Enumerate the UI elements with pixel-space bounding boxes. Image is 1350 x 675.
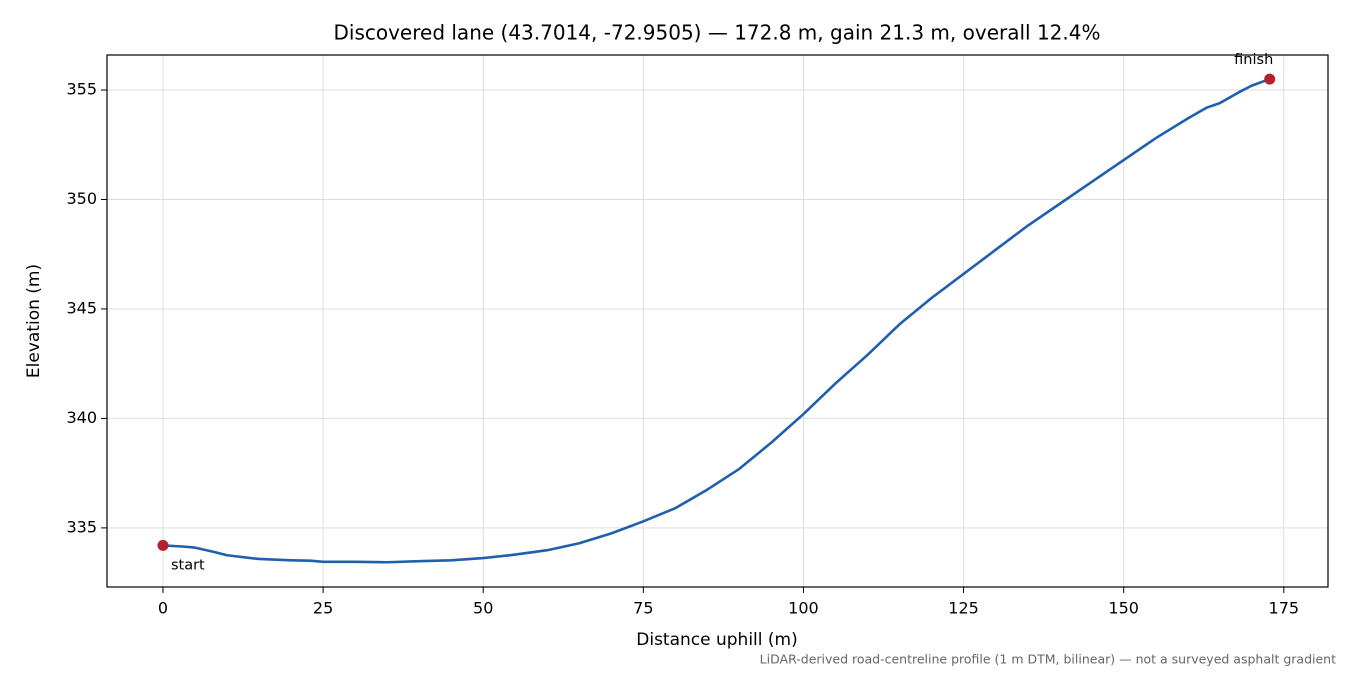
x-tick-label: 100 — [788, 599, 819, 618]
x-tick-label: 50 — [473, 599, 493, 618]
y-tick-label: 340 — [66, 408, 97, 427]
x-tick-label: 150 — [1108, 599, 1139, 618]
x-tick-label: 125 — [948, 599, 979, 618]
x-tick-label: 0 — [158, 599, 168, 618]
chart-title: Discovered lane (43.7014, -72.9505) — 17… — [333, 21, 1100, 45]
elevation-line — [162, 77, 1271, 564]
endpoint-marker — [157, 539, 169, 551]
footnote: LiDAR-derived road-centreline profile (1… — [760, 652, 1336, 667]
plot-frame — [106, 54, 1329, 588]
endpoint-marker — [1264, 73, 1276, 85]
x-axis-label: Distance uphill (m) — [636, 630, 797, 650]
y-tick-label: 350 — [66, 189, 97, 208]
y-tick-label: 335 — [66, 517, 97, 536]
y-tick-label: 355 — [66, 80, 97, 99]
x-tick-label: 25 — [313, 599, 333, 618]
endpoint-label: finish — [1234, 52, 1273, 68]
x-tick-label: 175 — [1269, 599, 1300, 618]
endpoint-label: start — [171, 557, 205, 573]
x-tick-label: 75 — [633, 599, 653, 618]
y-tick-label: 345 — [66, 298, 97, 317]
y-axis-label: Elevation (m) — [24, 264, 44, 378]
